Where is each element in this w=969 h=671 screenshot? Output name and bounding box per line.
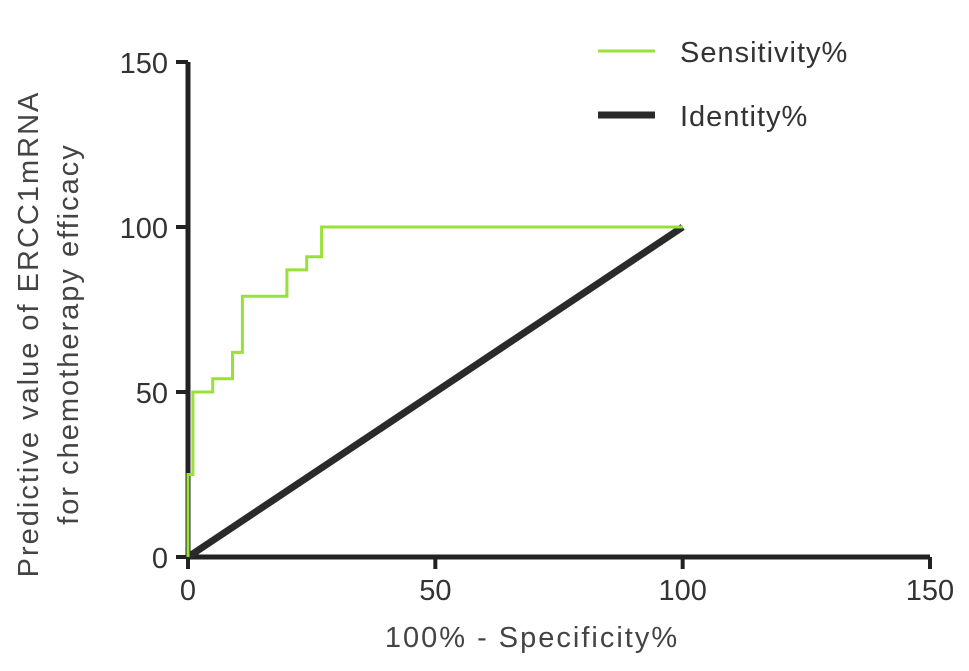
series-sensitivity-line xyxy=(186,225,683,557)
series-layer xyxy=(186,224,685,560)
legend: Sensitivity% Identity% xyxy=(598,37,848,133)
x-tick-label: 0 xyxy=(180,575,196,607)
x-tick-label: 50 xyxy=(419,575,451,607)
y-tick-label: 0 xyxy=(152,543,168,575)
series-identity-line xyxy=(186,224,685,560)
axes: 0 50 100 150 0 50 100 150 xyxy=(120,48,955,607)
x-tick-label: 150 xyxy=(906,575,954,607)
y-tick-label: 50 xyxy=(136,378,168,410)
legend-label-sensitivity: Sensitivity% xyxy=(680,37,848,69)
y-tick-label: 100 xyxy=(120,213,168,245)
x-tick-label: 100 xyxy=(658,575,706,607)
y-axis-title-line2: for chemotherapy efficacy xyxy=(53,143,85,525)
y-tick-label: 150 xyxy=(120,48,168,80)
x-axis-title: 100% - Specificity% xyxy=(385,622,679,654)
y-axis-title-line1: Predictive value of ERCC1mRNA xyxy=(13,91,45,578)
legend-label-identity: Identity% xyxy=(680,101,808,133)
